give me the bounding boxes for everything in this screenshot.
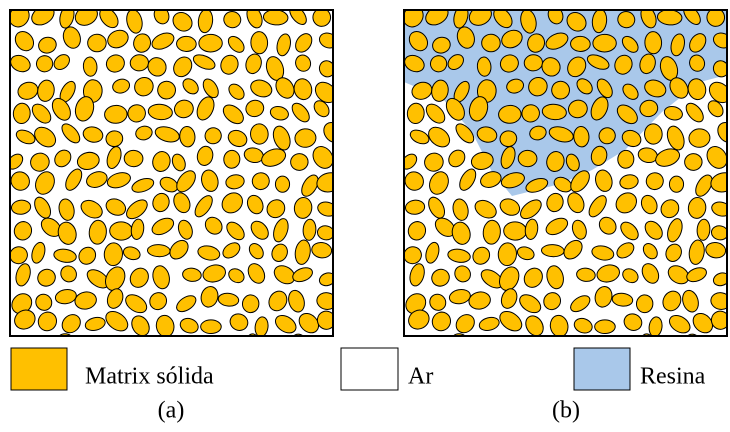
grain [250,31,268,54]
grain [109,221,132,240]
grain [705,334,729,354]
grain [338,98,361,120]
panel-b [398,2,730,365]
grain [194,337,218,360]
grain [516,337,539,365]
grain [482,34,501,52]
grain [340,123,366,142]
grain [266,338,290,364]
grain [493,335,515,355]
panel-a [4,2,367,365]
grain [617,150,634,169]
page: Matrix sólida Ar Resina (a) (b) (() => {… [0,0,730,432]
figure: Matrix sólida Ar Resina (a) (b) [0,0,730,432]
legend-swatch [11,348,67,390]
grain [79,337,102,359]
grain [331,55,357,81]
grain [503,221,526,240]
grain [341,263,367,289]
grain [593,34,617,52]
legend-label: Matrix sólida [85,364,214,390]
legend-swatch [574,348,630,390]
grain [342,77,359,103]
grain [539,338,563,360]
grain [199,34,223,52]
grain [201,320,222,334]
grain [331,190,357,217]
grain [337,174,361,198]
grain [275,176,289,192]
grain [669,176,683,192]
legend-label: Ar [408,364,433,390]
legend-swatch [341,348,398,390]
grain [345,306,367,334]
grain [473,337,496,359]
grain [311,334,335,354]
grain [518,150,537,167]
grain [336,12,359,30]
grain [345,216,367,236]
grain [171,340,194,359]
legend-label: Resina [640,364,706,390]
grain [541,244,564,257]
grain [145,338,169,360]
grain [99,335,121,355]
grain [147,244,170,257]
grain [570,36,590,52]
caption: (b) [552,398,580,424]
grain [340,33,367,58]
grain [418,333,447,363]
grain [339,248,358,265]
grain [644,31,662,54]
grain [122,337,145,365]
grain [213,336,239,360]
grain [223,150,240,169]
grain [250,123,269,144]
grain [398,338,417,356]
grain [338,145,357,169]
grain [124,150,143,167]
caption: (a) [158,398,185,424]
grain [88,34,107,52]
grain [595,320,616,334]
grain [644,123,663,144]
grain [660,338,684,364]
grain [176,36,196,52]
grain [332,290,357,307]
